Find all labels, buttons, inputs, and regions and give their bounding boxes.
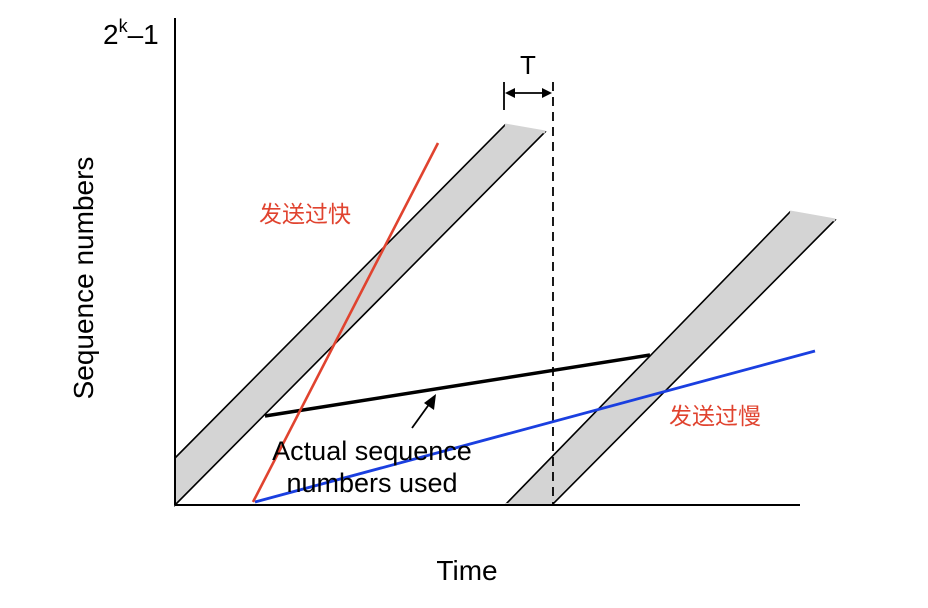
too-slow-label: 发送过慢 (669, 404, 761, 430)
band-right-top-edge (789, 210, 836, 222)
interval-arrow-right-head (542, 88, 552, 98)
interval-label: T (520, 50, 536, 80)
y-axis-label: Sequence numbers (68, 157, 99, 400)
annotation-pointer-head (424, 394, 436, 410)
too-fast-label: 发送过快 (259, 202, 351, 228)
x-axis-label: Time (436, 555, 497, 586)
y-top-label: 2k–1 (103, 16, 159, 50)
annotation-pointer (411, 402, 431, 429)
too-fast-line (251, 142, 440, 503)
annotation-line-2: numbers used (286, 468, 457, 498)
actual-sequence-line (264, 353, 651, 418)
annotation-line-1: Actual sequence (272, 436, 472, 466)
band-left-top-edge (504, 123, 546, 134)
too-slow-line (254, 349, 816, 504)
interval-arrow-left-head (505, 88, 515, 98)
